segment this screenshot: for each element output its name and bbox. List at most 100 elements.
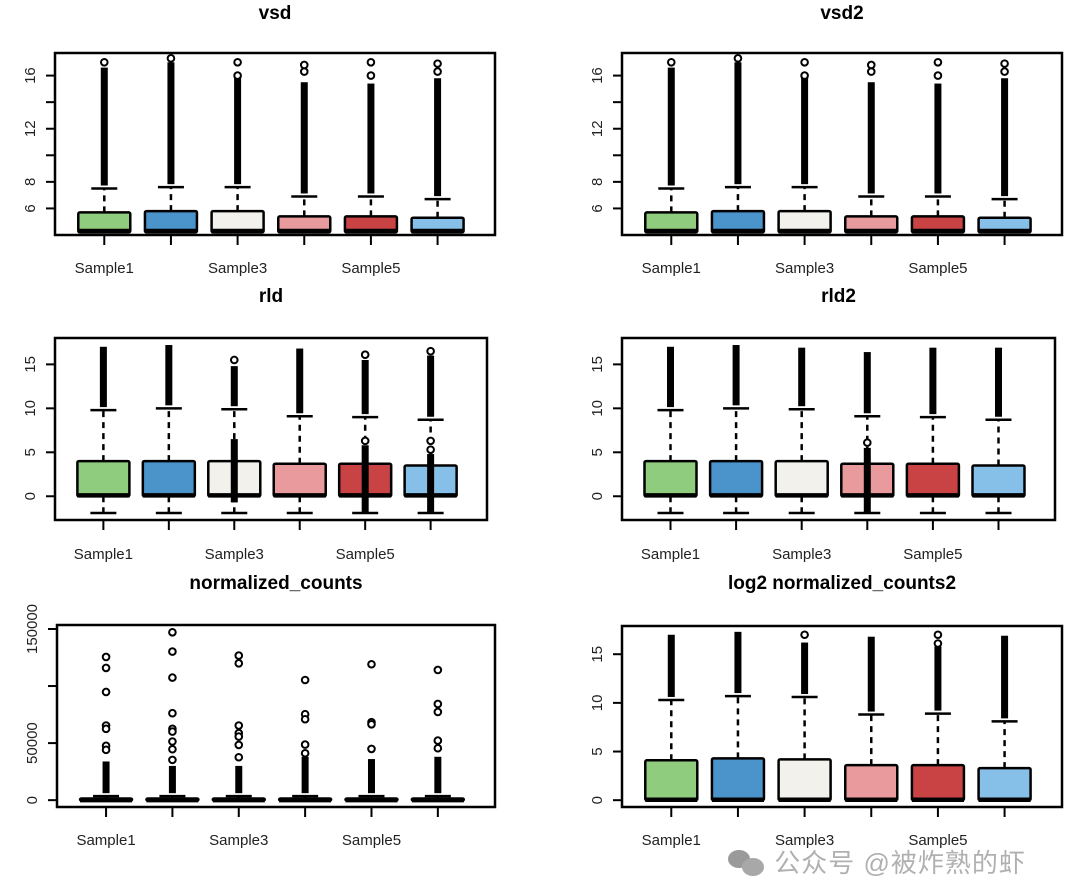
outlier-point xyxy=(360,436,370,446)
box xyxy=(905,462,961,498)
box-sample-2 xyxy=(710,631,766,802)
box-sample-3 xyxy=(777,57,832,234)
outlier-cluster xyxy=(361,445,369,513)
plot-frame xyxy=(55,623,497,809)
outlier-cluster xyxy=(300,82,308,194)
y-tick-label: 150000 xyxy=(24,604,41,654)
y-tick-label: 15 xyxy=(22,356,39,373)
box-sample-5 xyxy=(344,659,399,803)
y-tick-label: 5 xyxy=(589,747,606,755)
box-sample-5 xyxy=(343,57,399,234)
outlier-cluster xyxy=(434,756,442,794)
x-tick-label: Sample5 xyxy=(908,832,967,849)
box-sample-1 xyxy=(644,57,699,234)
outlier-point xyxy=(234,752,244,762)
y-tick-label: 10 xyxy=(589,400,606,417)
outlier-point xyxy=(666,57,676,67)
outlier-point xyxy=(933,630,943,640)
outlier-cluster xyxy=(230,439,238,503)
box-sample-4 xyxy=(844,636,899,802)
box-sample-1 xyxy=(644,634,699,802)
outlier-point xyxy=(866,67,876,76)
outlier-cluster xyxy=(867,636,875,712)
box-sample-3 xyxy=(774,347,829,515)
outlier-cluster xyxy=(734,631,742,694)
outlier-point xyxy=(299,67,309,76)
y-tick-label: 12 xyxy=(22,120,39,137)
outlier-point xyxy=(933,57,943,67)
plot-frame xyxy=(620,624,1064,809)
plot-frame xyxy=(620,51,1064,237)
x-tick-label: Sample1 xyxy=(642,260,701,277)
box-sample-1 xyxy=(78,652,134,803)
outlier-cluster xyxy=(234,76,242,185)
box xyxy=(844,763,899,802)
outlier-cluster xyxy=(361,359,369,415)
outlier-point xyxy=(168,708,177,718)
outlier-cluster xyxy=(367,83,375,194)
box-sample-2 xyxy=(708,345,764,515)
outlier-point xyxy=(234,659,244,668)
outlier-point xyxy=(101,687,111,697)
outlier-point xyxy=(168,755,177,765)
y-tick-label: 0 xyxy=(24,796,41,804)
outlier-cluster xyxy=(434,78,442,197)
y-tick-label: 0 xyxy=(22,492,39,500)
outlier-point xyxy=(101,724,111,734)
box xyxy=(272,462,327,498)
plot-frame xyxy=(53,336,489,522)
outlier-cluster xyxy=(230,366,238,407)
outlier-point xyxy=(299,60,309,70)
y-tick-label: 8 xyxy=(22,178,39,186)
chart-title: rld xyxy=(259,286,283,307)
outlier-cluster xyxy=(100,67,108,186)
y-tick-label: 10 xyxy=(22,400,39,417)
plot-frame xyxy=(620,336,1057,522)
x-tick-label: Sample3 xyxy=(775,832,834,849)
box-sample-6 xyxy=(971,347,1026,515)
outlier-point xyxy=(933,71,943,80)
x-tick-label: Sample3 xyxy=(205,546,264,563)
outlier-cluster xyxy=(934,646,942,711)
box xyxy=(141,459,197,498)
watermark: 公众号 @被炸熟的虾 xyxy=(728,850,1026,877)
box-sample-3 xyxy=(211,651,267,803)
x-tick-label: Sample1 xyxy=(74,546,133,563)
x-tick-label: Sample5 xyxy=(341,260,400,277)
box xyxy=(76,459,131,498)
outlier-point xyxy=(168,673,177,682)
x-tick-label: Sample1 xyxy=(641,546,700,563)
outlier-cluster xyxy=(732,345,740,406)
outlier-cluster xyxy=(667,634,675,697)
box-sample-4 xyxy=(277,675,333,803)
box xyxy=(710,757,766,802)
box xyxy=(708,459,764,498)
x-tick-label: Sample3 xyxy=(208,260,267,277)
box-sample-2 xyxy=(141,345,197,515)
x-tick-label: Sample5 xyxy=(336,546,395,563)
box xyxy=(977,766,1032,802)
x-tick-label: Sample5 xyxy=(908,260,967,277)
outlier-point xyxy=(433,736,443,745)
outlier-point xyxy=(800,71,809,80)
outlier-cluster xyxy=(863,352,871,414)
outlier-point xyxy=(433,707,443,717)
box xyxy=(777,758,832,802)
outlier-point xyxy=(360,350,370,360)
outlier-cluster xyxy=(929,347,937,415)
outlier-cluster xyxy=(801,642,809,695)
outlier-cluster xyxy=(1001,635,1009,719)
x-tick-label: Sample3 xyxy=(775,260,834,277)
outlier-cluster xyxy=(867,82,875,194)
outlier-point xyxy=(433,699,443,709)
outlier-point xyxy=(367,659,376,669)
y-tick-label: 6 xyxy=(589,204,606,212)
outlier-point xyxy=(234,732,244,741)
panel-0: vsd 6 8 12 16 Sample1 Sample3 Sample5 xyxy=(22,3,497,277)
x-tick-label: Sample5 xyxy=(903,546,962,563)
watermark-text: 公众号 @被炸熟的虾 xyxy=(774,848,1026,878)
outlier-point xyxy=(101,745,111,755)
outlier-cluster xyxy=(167,62,175,185)
outlier-cluster xyxy=(667,67,675,186)
y-tick-label: 15 xyxy=(589,356,606,373)
